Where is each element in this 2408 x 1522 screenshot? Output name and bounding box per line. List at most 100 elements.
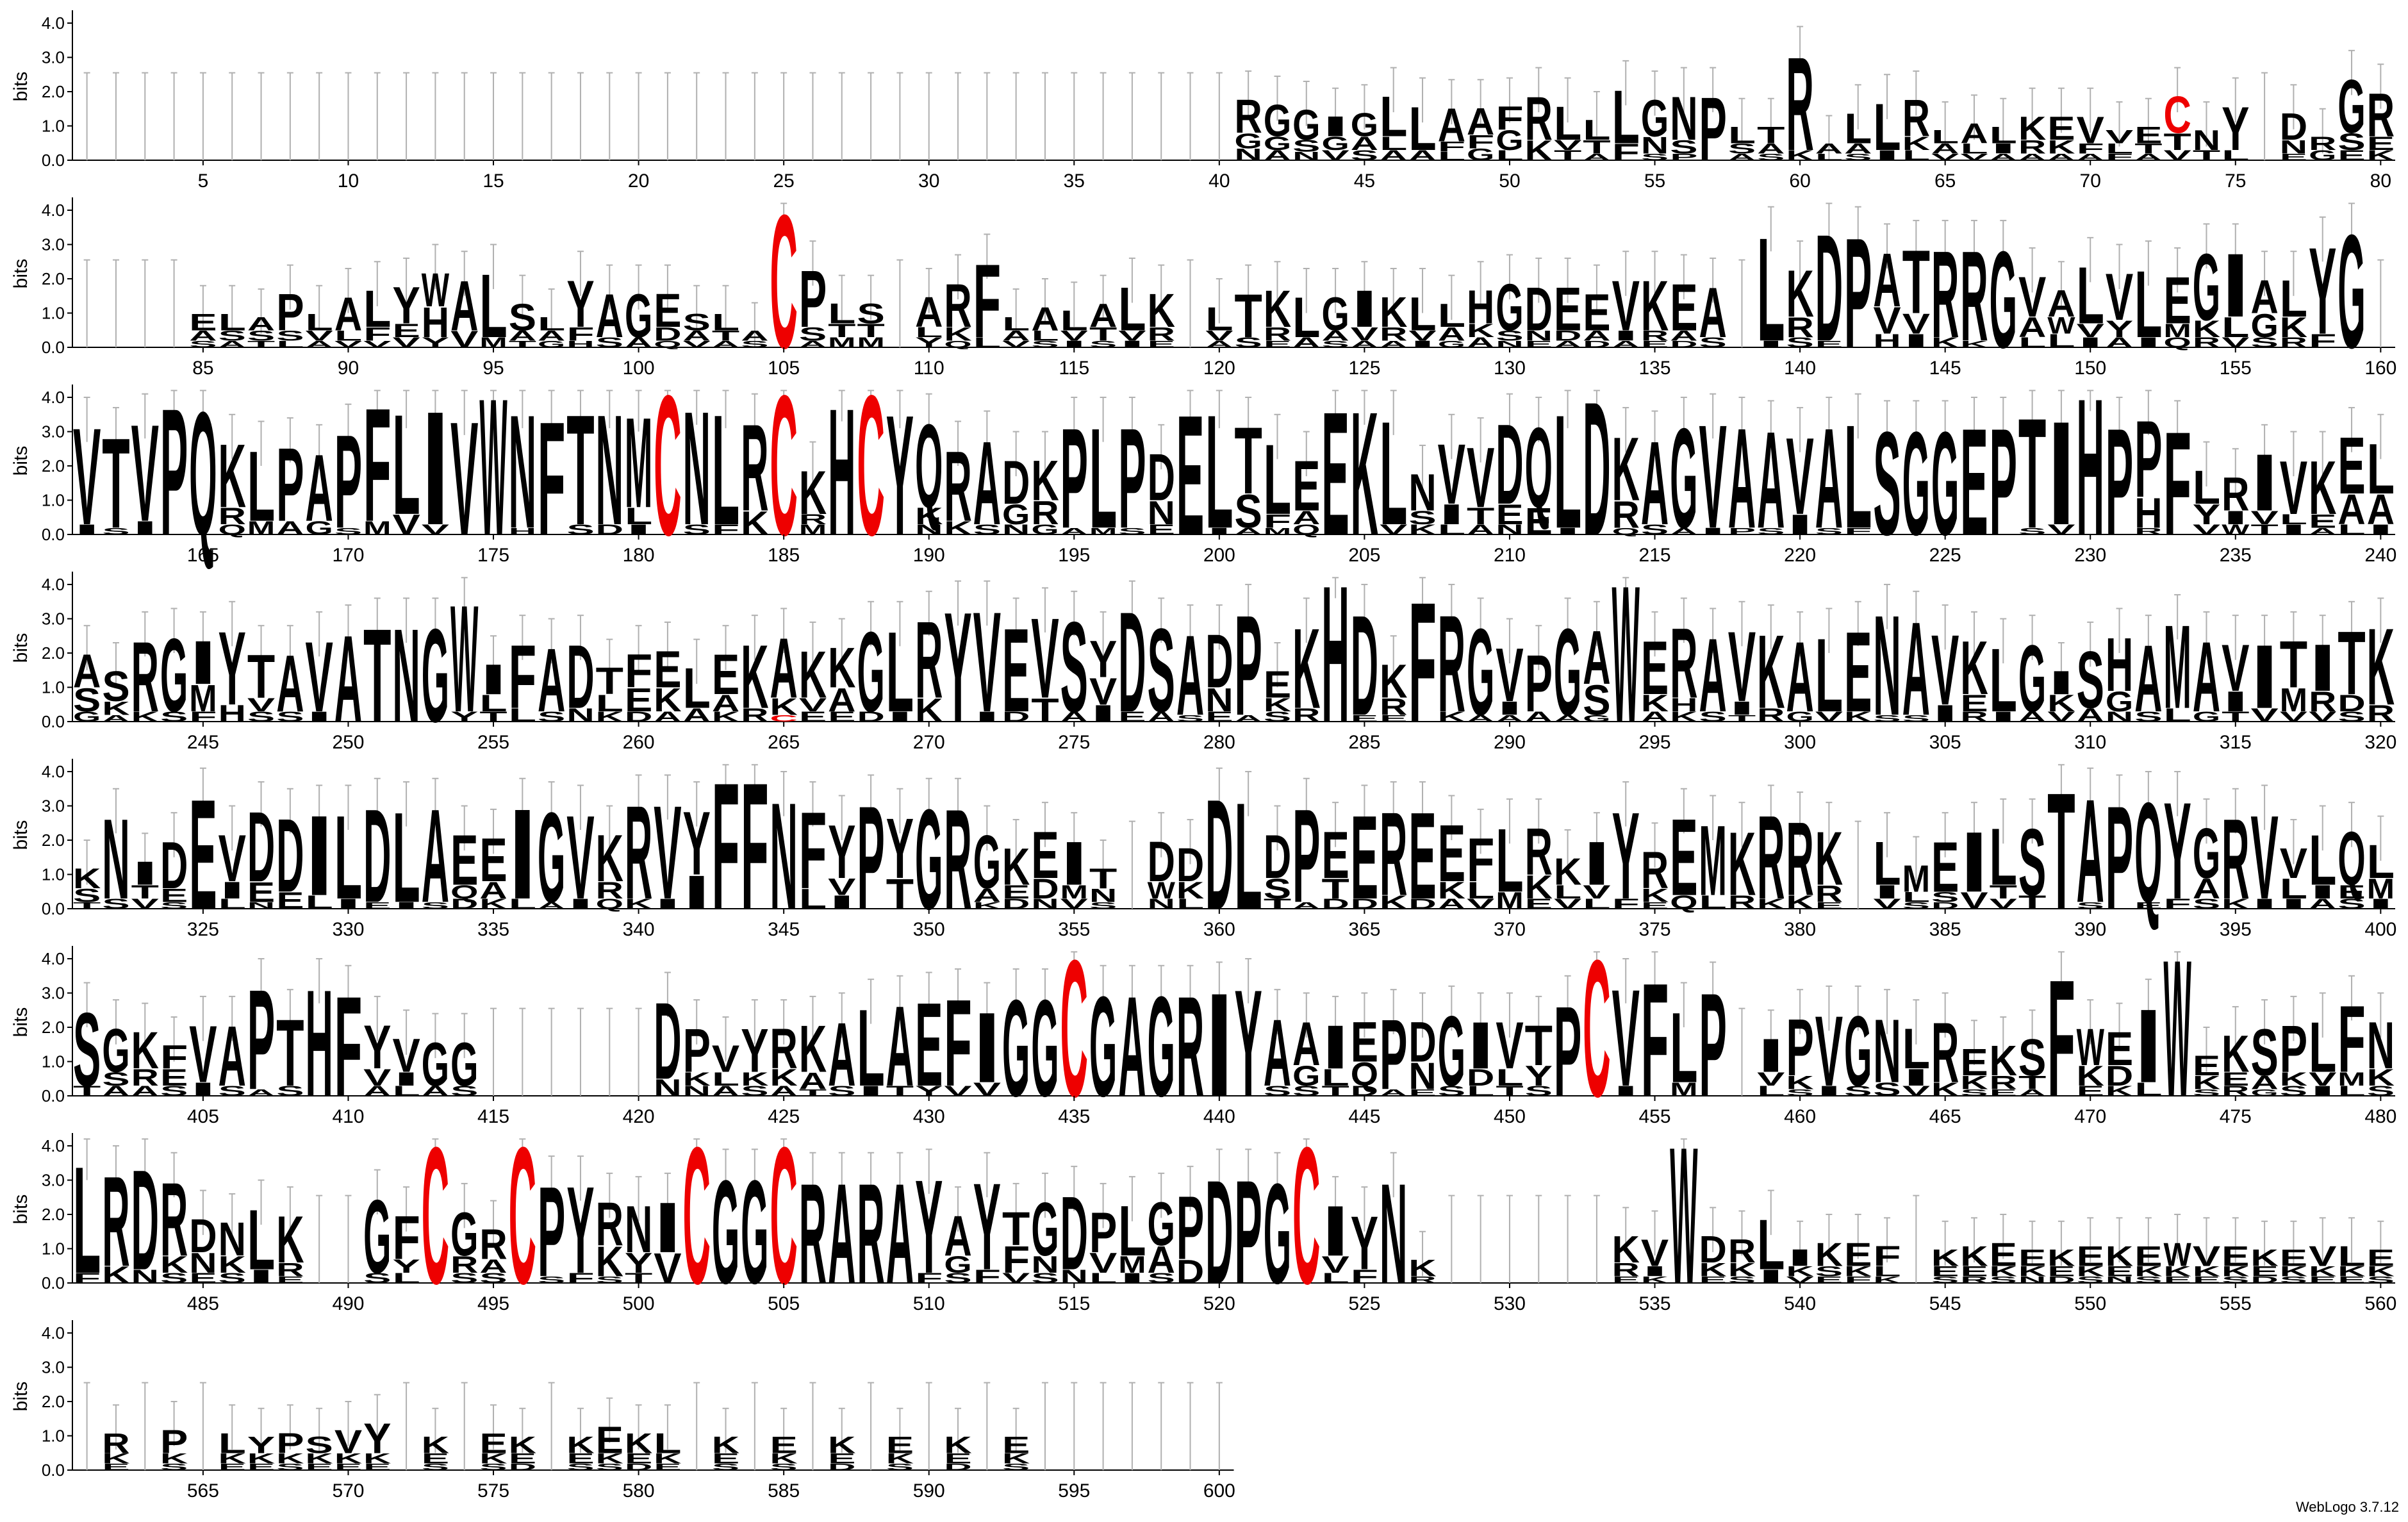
logo-letter: E [1990, 1088, 2017, 1098]
logo-letter: K [596, 821, 623, 895]
logo-letter: F [363, 324, 391, 345]
logo-letter: T [73, 1083, 101, 1099]
y-tick-label: 4.0 [42, 1323, 65, 1343]
x-tick-label: 80 [2370, 170, 2391, 192]
logo-letter: R [1438, 586, 1465, 741]
logo-letter: G [2250, 1088, 2278, 1098]
logo-letter: S [160, 1083, 188, 1099]
logo-letter: K [1408, 1255, 1436, 1281]
y-tick-label: 3.0 [42, 48, 65, 67]
logo-letter: R [1786, 29, 1813, 178]
x-tick-label: 105 [768, 358, 800, 379]
x-tick-label: 475 [2220, 1106, 2252, 1127]
logo-letter: D [1205, 1149, 1233, 1314]
logo-letter: F [1612, 139, 1640, 165]
logo-letter: A [1292, 507, 1320, 528]
logo-letter: V [1728, 611, 1756, 722]
logo-letter: V [1641, 1232, 1669, 1275]
logo-letter: T [566, 382, 594, 558]
logo-letter: S [2250, 335, 2278, 351]
logo-letter: G [2338, 201, 2365, 382]
logo-letter: I [1438, 499, 1465, 531]
logo-letter: R [1235, 90, 1262, 143]
logo-letter: V [2047, 522, 2075, 538]
logo-letter: E [1264, 339, 1291, 350]
y-tick-label: 0.0 [42, 338, 65, 357]
logo-letter: R [479, 1221, 507, 1268]
logo-letter: T [1728, 713, 1756, 724]
logo-letter: I [306, 709, 333, 725]
x-tick-label: 465 [1929, 1106, 1961, 1127]
logo-letter: Q [1292, 522, 1320, 538]
logo-letter: V [1873, 300, 1901, 342]
logo-letter: K [2106, 1241, 2133, 1272]
logo-letter: E [2134, 1241, 2162, 1272]
logo-letter: I [2309, 881, 2336, 902]
logo-letter: P [1380, 1000, 1407, 1111]
logo-letter: E [1002, 881, 1030, 902]
logo-letter: L [306, 891, 333, 913]
logo-letter: A [1380, 1088, 1407, 1098]
logo-letter: G [2193, 709, 2220, 725]
logo-letter: I [1902, 1064, 1930, 1091]
x-tick-label: 65 [1934, 170, 1956, 192]
logo-letter: A [828, 1004, 855, 1105]
logo-letter: A [1757, 402, 1785, 557]
x-tick-label: 340 [623, 919, 655, 940]
logo-letter: I [1060, 829, 1088, 898]
logo-letter: E [1264, 664, 1291, 706]
logo-letter: I [1089, 700, 1117, 727]
logo-letter: E [1496, 499, 1523, 531]
logo-letter: A [2077, 768, 2104, 934]
logo-letter: T [1990, 881, 2017, 902]
logo-letter: A [1496, 713, 1523, 724]
logo-letter: V [1815, 709, 1843, 725]
logo-letter: K [219, 425, 246, 526]
logo-letter: R [2222, 468, 2249, 521]
logo-letter: R [741, 398, 768, 537]
logo-letter: R [1728, 1232, 1756, 1270]
logo-letter: S [2134, 709, 2162, 725]
logo-letter: A [770, 620, 798, 716]
logo-letter: E [1321, 376, 1349, 572]
logo-letter: L [2309, 1007, 2336, 1088]
logo-letter: T [2280, 627, 2307, 702]
logo-letter: E [770, 1432, 798, 1458]
y-tick-label: 1.0 [42, 678, 65, 697]
logo-letter: Y [2222, 94, 2249, 163]
x-tick-label: 150 [2074, 358, 2106, 379]
logo-letter: Q [2164, 335, 2191, 351]
x-tick-label: 210 [1494, 545, 1526, 566]
logo-letter: I [422, 378, 449, 559]
logo-letter: A [1292, 335, 1320, 351]
x-tick-label: 10 [338, 170, 359, 192]
x-tick-label: 45 [1354, 170, 1375, 192]
logo-letter: V [1931, 152, 1959, 163]
logo-letter: Y [2193, 499, 2220, 531]
logo-letter: K [1960, 1072, 1988, 1093]
x-tick-label: 30 [918, 170, 939, 192]
logo-letter: T [1757, 122, 1785, 148]
logo-letter: L [2222, 312, 2249, 343]
logo-letter: A [1264, 147, 1291, 163]
logo-letter: L [712, 309, 739, 335]
logo-letter: A [2193, 622, 2220, 732]
logo-letter: L [219, 309, 246, 335]
logo-letter: H [219, 700, 246, 727]
logo-letter: D [1670, 339, 1697, 350]
logo-letter: L [2338, 1241, 2365, 1272]
logo-letter: L [1844, 394, 1872, 559]
logo-letter: I [1496, 698, 1523, 719]
logo-letter: A [1438, 324, 1465, 345]
logo-letter: G [1438, 996, 1465, 1107]
y-tick-label: 1.0 [42, 1427, 65, 1446]
logo-letter: V [1351, 324, 1379, 345]
logo-letter: E [1408, 786, 1436, 925]
logo-letter: R [1380, 324, 1407, 345]
x-tick-label: 95 [482, 358, 504, 379]
logo-letter: R [102, 1150, 129, 1294]
logo-letter: A [944, 1205, 971, 1268]
logo-letter: R [799, 1154, 827, 1314]
logo-letter: A [683, 704, 711, 725]
x-tick-label: 200 [1203, 545, 1235, 566]
